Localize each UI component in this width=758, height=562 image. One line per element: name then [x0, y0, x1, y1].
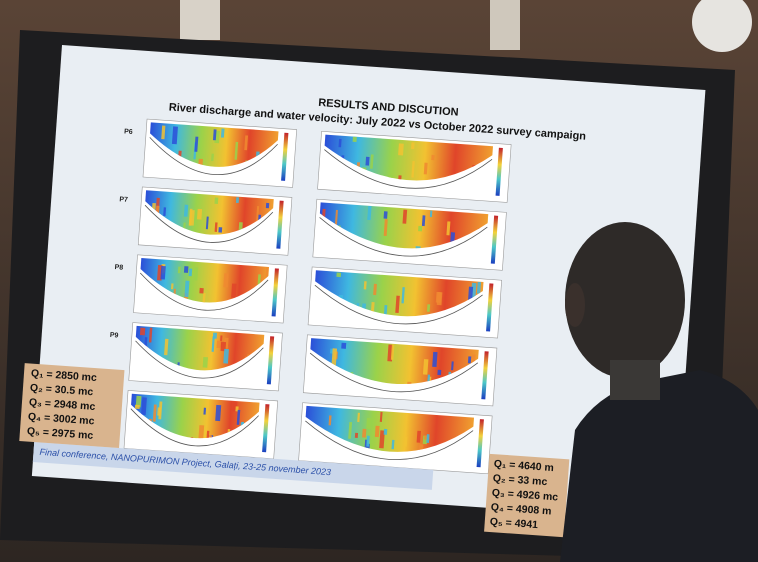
velocity-cell	[231, 283, 237, 297]
velocity-cell	[171, 283, 174, 289]
velocity-cell	[157, 407, 161, 415]
photo: RESULTS AND DISCUTION River discharge an…	[0, 0, 758, 562]
profile-label: P7	[119, 196, 128, 204]
velocity-cell	[266, 203, 269, 208]
velocity-cell	[384, 211, 388, 219]
velocity-cell	[160, 266, 165, 280]
velocity-cell	[362, 429, 366, 438]
velocity-cell	[203, 357, 208, 368]
velocity-cell	[189, 269, 193, 277]
presenter-collar	[610, 360, 660, 400]
velocity-cell	[336, 272, 341, 277]
velocity-cell	[214, 198, 218, 204]
velocity-cell	[199, 288, 203, 294]
profile-label: P9	[110, 332, 119, 340]
velocity-cell	[365, 157, 369, 166]
velocity-cell	[431, 155, 434, 160]
velocity-cell	[140, 328, 145, 336]
velocity-cell	[221, 128, 225, 137]
velocity-cell	[366, 418, 372, 429]
velocity-cell	[355, 433, 358, 438]
velocity-cell	[418, 226, 422, 232]
presenter-ear	[565, 283, 585, 327]
velocity-cell	[427, 304, 430, 312]
velocity-cell	[178, 267, 181, 274]
profile-label: P8	[114, 264, 123, 272]
velocity-cell	[437, 370, 441, 375]
velocity-cell	[135, 405, 140, 409]
velocity-cell	[384, 429, 388, 435]
velocity-cell	[468, 356, 471, 363]
velocity-cell	[353, 137, 357, 142]
velocity-cell	[398, 143, 404, 155]
profile-label: P6	[124, 128, 133, 136]
window-light	[490, 0, 520, 50]
velocity-cell	[197, 209, 202, 220]
velocity-cell	[198, 425, 204, 440]
window-light	[180, 0, 220, 40]
velocity-cell	[411, 142, 415, 149]
velocity-cell	[218, 227, 222, 233]
velocity-cell	[375, 426, 380, 437]
velocity-cell	[436, 292, 442, 303]
velocity-cell	[341, 343, 346, 349]
velocity-cell	[184, 266, 189, 273]
velocity-cell	[236, 197, 239, 203]
